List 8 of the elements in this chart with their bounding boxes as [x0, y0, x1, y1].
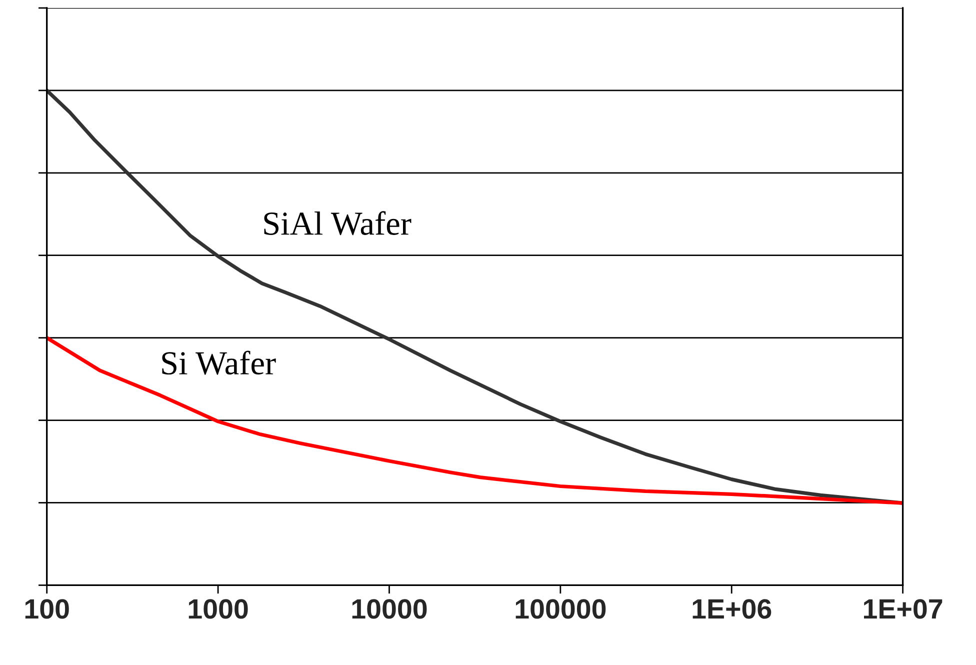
x-tick-label: 1E+06: [692, 599, 772, 619]
series-label: Si Wafer: [162, 350, 276, 375]
x-tick-label: 10000: [352, 599, 427, 619]
x-tick-label: 100: [25, 599, 69, 619]
x-tick-label: 100000: [516, 599, 606, 619]
x-tick-label: 1E+07: [864, 599, 942, 619]
x-tick-label: 1000: [188, 599, 248, 619]
series-label: SiAl Wafer: [264, 211, 412, 236]
